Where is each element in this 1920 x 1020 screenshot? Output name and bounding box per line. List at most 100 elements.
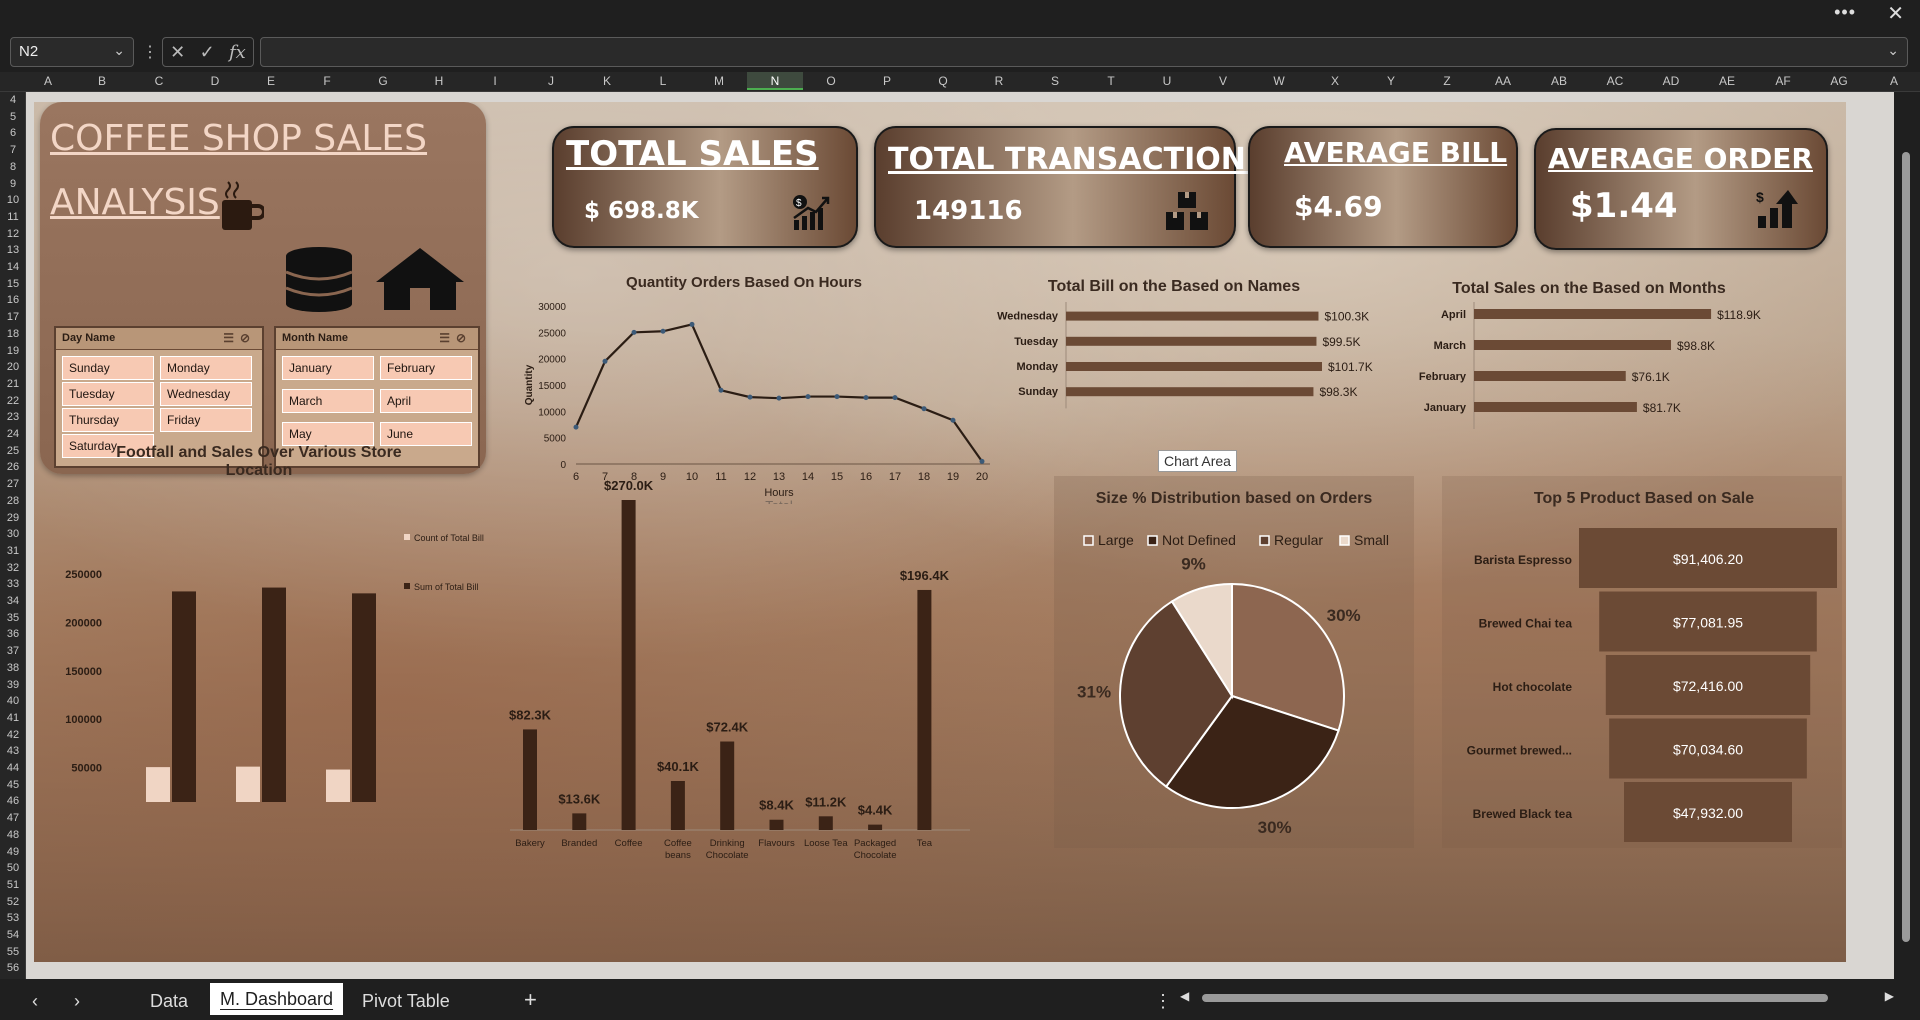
scroll-right-icon[interactable]: ▶ (1884, 989, 1894, 1003)
column-header[interactable]: W (1273, 74, 1285, 88)
row-header[interactable]: 26 (6, 461, 20, 474)
kpi-total-sales[interactable]: TOTAL SALES $ 698.8K $ (552, 126, 858, 248)
row-header[interactable]: 10 (6, 194, 20, 207)
slicer-item[interactable]: June (380, 422, 472, 446)
row-header[interactable]: 53 (6, 912, 20, 925)
row-header[interactable]: 35 (6, 611, 20, 624)
row-header[interactable]: 20 (6, 361, 20, 374)
slicer-item[interactable]: Sunday (62, 356, 154, 380)
slicer-clear-filter-icon[interactable]: ☰⊘ (439, 331, 472, 345)
column-header[interactable]: AD (1662, 74, 1680, 88)
horizontal-scrollbar[interactable]: ◀ ▶ (1172, 989, 1898, 1007)
row-header[interactable]: 42 (6, 728, 20, 741)
column-header[interactable]: Y (1386, 74, 1395, 88)
column-header[interactable]: G (378, 74, 388, 88)
row-header[interactable]: 18 (6, 327, 20, 340)
row-header[interactable]: 51 (6, 878, 20, 891)
slicer-item[interactable]: January (282, 356, 374, 380)
row-header[interactable]: 49 (6, 845, 20, 858)
column-header[interactable]: AG (1830, 74, 1848, 88)
sales-by-category-chart[interactable]: $82.3K Bakery $13.6K Branded $270.0K Coffee $4… (490, 442, 990, 862)
column-header[interactable]: D (210, 74, 220, 88)
row-header[interactable]: 45 (6, 778, 20, 791)
slicer-item[interactable]: Wednesday (160, 382, 252, 406)
slicer-item[interactable]: Tuesday (62, 382, 154, 406)
slicer-item[interactable]: March (282, 389, 374, 413)
enter-check-icon[interactable]: ✓ (199, 41, 215, 62)
total-sales-by-month-chart[interactable]: June$166.5KMay$156.7KApril$118.9KMarch$9… (1384, 302, 1844, 492)
row-header[interactable]: 17 (6, 311, 20, 324)
scroll-left-icon[interactable]: ◀ (1180, 989, 1190, 1003)
slicer-item[interactable]: Thursday (62, 408, 154, 432)
column-header[interactable]: X (1330, 74, 1339, 88)
row-header[interactable]: 39 (6, 678, 20, 691)
slicer-item[interactable]: Saturday (62, 434, 154, 458)
column-header[interactable]: M (714, 74, 724, 88)
column-header[interactable]: AE (1718, 74, 1735, 88)
formula-input[interactable]: ⌄ (260, 37, 1908, 67)
tab-pivot-table[interactable]: Pivot Table (362, 991, 450, 1011)
row-header[interactable]: 43 (6, 745, 20, 758)
row-header[interactable]: 23 (6, 411, 20, 424)
column-header[interactable]: AB (1550, 74, 1567, 88)
column-header[interactable]: N (747, 72, 803, 90)
top5-products-funnel-chart[interactable]: $91,406.20 Barista Espresso $77,081.95 Brew… (1442, 512, 1842, 852)
column-header[interactable]: F (323, 74, 331, 88)
prev-sheet-icon[interactable]: ‹ (32, 991, 38, 1011)
insert-function-button[interactable]: fx (229, 41, 246, 63)
row-header[interactable]: 38 (6, 661, 20, 674)
vertical-scrollbar[interactable] (1894, 92, 1920, 979)
column-header[interactable]: E (266, 74, 275, 88)
add-sheet-button[interactable]: + (524, 987, 537, 1012)
kpi-average-order[interactable]: AVERAGE ORDER $1.44 $ (1534, 128, 1828, 250)
column-header[interactable]: T (1107, 74, 1115, 88)
column-header[interactable]: V (1218, 74, 1227, 88)
row-header[interactable]: 6 (9, 127, 17, 140)
row-header[interactable]: 7 (9, 144, 17, 157)
row-header[interactable]: 52 (6, 895, 20, 908)
column-header[interactable]: L (659, 74, 667, 88)
total-bill-by-day-chart[interactable]: Saturday$96.9KFriday$101.4KThursday$100.… (974, 302, 1374, 492)
column-header[interactable]: A (1889, 74, 1898, 88)
row-header[interactable]: 37 (6, 645, 20, 658)
row-header[interactable]: 55 (6, 945, 20, 958)
row-header[interactable]: 27 (6, 478, 20, 491)
row-header[interactable]: 12 (6, 227, 20, 240)
row-header[interactable]: 41 (6, 711, 20, 724)
column-header[interactable]: H (434, 74, 444, 88)
row-header[interactable]: 4 (9, 94, 17, 106)
row-header[interactable]: 13 (6, 244, 20, 257)
cancel-icon[interactable]: ✕ (170, 41, 186, 62)
column-header[interactable]: U (1162, 74, 1172, 88)
close-icon[interactable]: ✕ (1887, 3, 1904, 25)
size-distribution-pie-chart[interactable]: 30% 30% 31% 9% Large Not Defined Regular Small (1054, 512, 1414, 842)
column-header[interactable]: AA (1494, 74, 1511, 88)
row-header[interactable]: 44 (6, 762, 20, 774)
column-header[interactable]: K (602, 74, 611, 88)
next-sheet-icon[interactable]: › (74, 991, 80, 1011)
row-header[interactable]: 33 (6, 578, 20, 591)
row-header[interactable]: 9 (9, 177, 17, 190)
row-header[interactable]: 22 (6, 394, 20, 407)
row-header[interactable]: 16 (6, 294, 20, 307)
row-header[interactable]: 30 (6, 528, 20, 541)
row-header[interactable]: 5 (9, 110, 17, 123)
tab-m-dashboard[interactable]: M. Dashboard (210, 983, 344, 1015)
sheet-options-icon[interactable]: ⋮ (1154, 991, 1172, 1011)
slicer-item[interactable]: May (282, 422, 374, 446)
row-header[interactable]: 28 (6, 494, 20, 507)
row-header[interactable]: 31 (6, 544, 20, 557)
row-header[interactable]: 24 (6, 428, 20, 440)
slicer-item[interactable]: April (380, 389, 472, 413)
vertical-scroll-thumb[interactable] (1902, 152, 1910, 942)
worksheet-grid[interactable]: COFFEE SHOP SALES ANALYSIS Day Name ☰⊘ Su… (26, 92, 1894, 979)
quantity-hours-line-chart[interactable]: 0 5000 10000 15000 20000 25000 30000 6 7 8 9 10 11 12… (518, 294, 998, 504)
row-header[interactable]: 29 (6, 511, 20, 524)
horizontal-scroll-thumb[interactable] (1202, 994, 1828, 1002)
row-header[interactable]: 25 (6, 444, 20, 457)
column-header[interactable]: P (882, 74, 891, 88)
slicer-multiselect-icon[interactable]: ☰⊘ (223, 331, 256, 345)
column-header[interactable]: I (493, 74, 497, 88)
kpi-average-bill[interactable]: AVERAGE BILL $4.69 (1248, 126, 1518, 248)
column-header[interactable]: C (154, 74, 164, 88)
